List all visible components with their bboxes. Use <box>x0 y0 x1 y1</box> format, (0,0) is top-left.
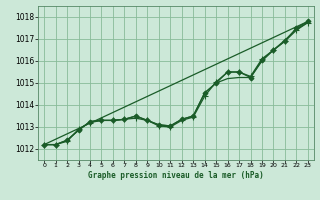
X-axis label: Graphe pression niveau de la mer (hPa): Graphe pression niveau de la mer (hPa) <box>88 171 264 180</box>
